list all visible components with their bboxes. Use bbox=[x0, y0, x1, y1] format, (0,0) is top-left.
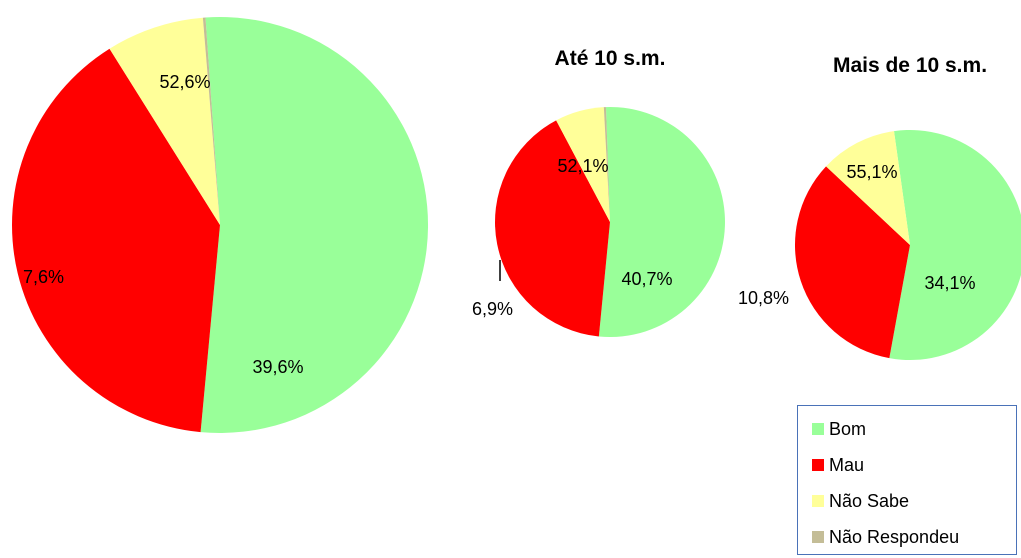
pie-slice-mau bbox=[12, 48, 221, 433]
pie-slice-nao-respondeu bbox=[202, 17, 220, 226]
legend-label-nao-sabe: Não Sabe bbox=[829, 490, 910, 511]
legend-swatch-bom bbox=[812, 423, 824, 435]
data-label-mau: 39,6% bbox=[252, 357, 303, 377]
data-label-nao-sabe: 10,8% bbox=[738, 288, 789, 308]
legend-item-bom: Bom bbox=[812, 418, 866, 440]
data-label-bom: 55,1% bbox=[846, 162, 897, 182]
pie-slice-bom bbox=[598, 107, 725, 338]
chart-title-ate-10-sm: Até 10 s.m. bbox=[555, 47, 666, 70]
legend-item-mau: Mau bbox=[812, 454, 864, 476]
legend-swatch-nao-sabe bbox=[812, 495, 824, 507]
data-label-nao-sabe: 6,9% bbox=[472, 299, 513, 319]
pie-chart-ate-10-sm: Até 10 s.m. 52,1% 40,7% 6,9% bbox=[472, 47, 725, 338]
legend-swatch-nao-respondeu bbox=[812, 531, 824, 543]
pie-slice-bom bbox=[200, 17, 429, 434]
data-label-bom: 52,6% bbox=[159, 72, 210, 92]
legend-item-nao-respondeu: Não Respondeu bbox=[812, 526, 959, 548]
data-label-mau: 40,7% bbox=[621, 269, 672, 289]
pie-slice-nao-respondeu bbox=[603, 107, 610, 222]
legend: Bom Mau Não Sabe Não Respondeu bbox=[797, 405, 1017, 555]
legend-item-nao-sabe: Não Sabe bbox=[812, 490, 909, 512]
pie-chart-mais-de-10-sm: Mais de 10 s.m. 55,1% 34,1% 10,8% bbox=[738, 54, 1021, 360]
legend-swatch-mau bbox=[812, 459, 824, 471]
data-label-bom: 52,1% bbox=[557, 156, 608, 176]
pie-slice-nao-sabe bbox=[826, 131, 910, 245]
pie-slice-nao-sabe bbox=[556, 107, 610, 222]
legend-label-mau: Mau bbox=[829, 454, 865, 475]
legend-label-nao-respondeu: Não Respondeu bbox=[829, 526, 960, 547]
pie-slice-bom bbox=[889, 130, 1021, 360]
chart-title-mais-de-10-sm: Mais de 10 s.m. bbox=[833, 54, 987, 77]
pie-chart-total: 52,6% 39,6% 7,6% bbox=[12, 17, 429, 434]
data-label-nao-sabe: 7,6% bbox=[23, 267, 64, 287]
pie-slice-nao-sabe bbox=[109, 17, 220, 226]
data-label-mau: 34,1% bbox=[924, 273, 975, 293]
pie-slice-mau bbox=[495, 120, 610, 337]
legend-label-bom: Bom bbox=[829, 418, 867, 439]
pie-slice-mau bbox=[794, 166, 910, 359]
